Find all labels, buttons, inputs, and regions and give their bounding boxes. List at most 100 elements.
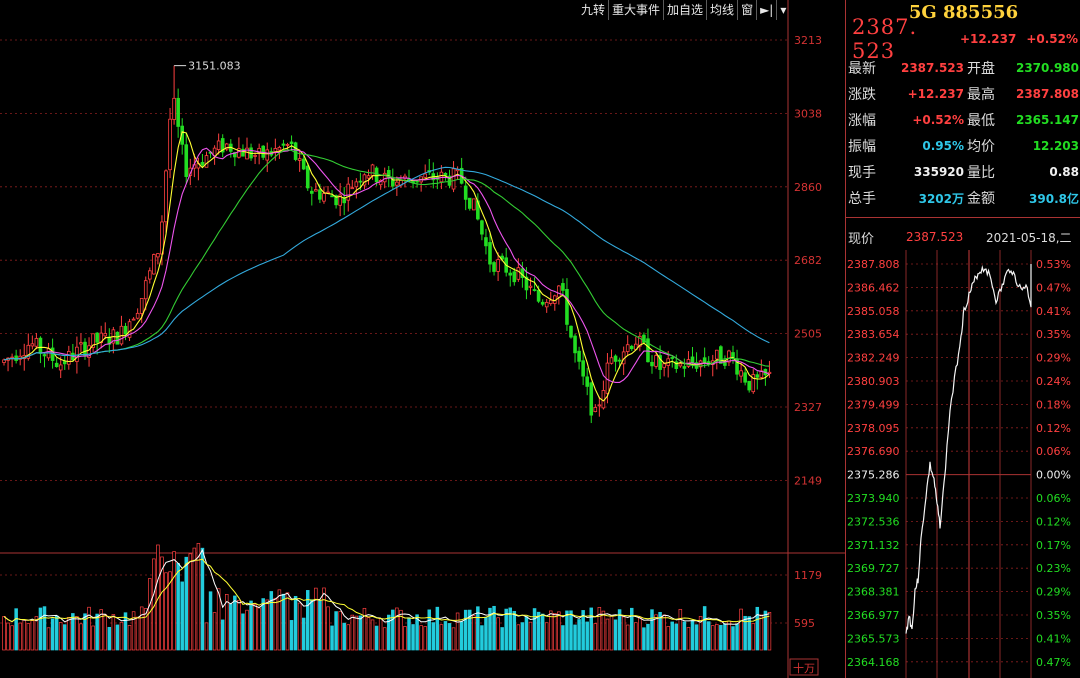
volume-bar bbox=[670, 621, 674, 651]
volume-bar bbox=[87, 606, 91, 651]
volume-bar bbox=[710, 625, 715, 651]
volume-bar bbox=[694, 624, 699, 651]
volume-bar bbox=[103, 614, 107, 651]
candle-body bbox=[224, 143, 229, 150]
intraday-price-label: 2375.286 bbox=[847, 469, 900, 482]
volume-bar bbox=[609, 615, 614, 651]
intraday-pct-label: 0.23% bbox=[1036, 562, 1071, 575]
candle-body bbox=[285, 144, 290, 146]
volume-bar bbox=[322, 587, 326, 651]
intraday-price-label: 2380.903 bbox=[847, 375, 900, 388]
intraday-pct-label: 0.00% bbox=[1036, 469, 1071, 482]
volume-bar bbox=[403, 626, 407, 651]
candle-body bbox=[557, 285, 561, 298]
candle-body bbox=[561, 283, 565, 291]
price-change: +12.237 bbox=[959, 32, 1017, 46]
candle-body bbox=[293, 142, 298, 160]
candle-body bbox=[338, 194, 342, 206]
volume-bar bbox=[111, 614, 116, 651]
volume-bar bbox=[605, 618, 610, 651]
candle-body bbox=[508, 272, 513, 276]
intraday-pct-label: 0.29% bbox=[1036, 586, 1071, 599]
dropdown-arrow-icon[interactable]: ▾ bbox=[776, 0, 789, 20]
price-axis-label: 3038 bbox=[794, 107, 822, 120]
intraday-chart[interactable]: 2387.808 0.53% 2386.462 0.47% 2385.058 0.41% 2… bbox=[846, 250, 1080, 678]
volume-bar bbox=[577, 619, 581, 651]
moving-average-button[interactable]: 均线 bbox=[706, 0, 737, 20]
intraday-pct-label: 0.29% bbox=[1036, 352, 1071, 365]
major-events-button[interactable]: 重大事件 bbox=[608, 0, 663, 20]
candle-body bbox=[423, 173, 427, 178]
volume-bar bbox=[281, 593, 286, 651]
quote-value: 12.203 bbox=[1032, 139, 1079, 153]
candle-body bbox=[569, 325, 573, 338]
jiuzhuan-button[interactable]: 九转 bbox=[581, 3, 606, 17]
volume-bar bbox=[370, 619, 375, 651]
volume-bar bbox=[233, 595, 237, 651]
candle-body bbox=[131, 318, 136, 321]
candle-body bbox=[463, 185, 468, 200]
volume-bar bbox=[382, 627, 387, 651]
candle-body bbox=[443, 172, 448, 176]
candle-body bbox=[123, 325, 128, 335]
quote-value: 0.88 bbox=[1049, 165, 1079, 179]
volume-bar bbox=[160, 556, 164, 651]
volume-bar bbox=[38, 607, 43, 651]
candle-body bbox=[374, 167, 379, 183]
quote-value: 2365.147 bbox=[1015, 113, 1079, 127]
candle-body bbox=[370, 164, 375, 176]
window-button[interactable]: 窗 bbox=[737, 0, 756, 20]
volume-bar bbox=[387, 614, 391, 651]
candle-body bbox=[26, 344, 31, 359]
volume-bar bbox=[350, 614, 355, 651]
ma10-line bbox=[3, 147, 770, 383]
volume-bar bbox=[216, 588, 221, 651]
volume-bar bbox=[512, 610, 517, 651]
volume-bar bbox=[476, 606, 480, 651]
volume-bar bbox=[706, 621, 711, 651]
volume-bar bbox=[524, 616, 529, 651]
volume-bar bbox=[544, 622, 549, 651]
volume-bar bbox=[638, 616, 642, 651]
volume-bar bbox=[79, 623, 83, 651]
volume-bar bbox=[395, 607, 399, 651]
volume-bar bbox=[682, 621, 687, 651]
candle-body bbox=[480, 220, 484, 235]
volume-bar bbox=[374, 625, 379, 651]
candle-body bbox=[318, 189, 322, 200]
kline-chart[interactable]: 3213 3038 2860 2682 2505 2327 2149 1179 595 十万 315… bbox=[0, 0, 845, 678]
divider bbox=[846, 217, 1080, 218]
quote-row: 涨幅 +0.52% 最低 2365.147 bbox=[846, 107, 1080, 133]
ma20-line bbox=[3, 149, 770, 367]
volume-bar bbox=[658, 611, 662, 651]
candle-body bbox=[346, 183, 351, 201]
candle-body bbox=[212, 147, 217, 157]
volume-bar bbox=[354, 615, 359, 651]
volume-bar bbox=[674, 623, 679, 651]
add-watchlist-button[interactable]: 加自选 bbox=[663, 0, 706, 20]
pin-right-icon[interactable]: ►| bbox=[756, 0, 776, 20]
volume-bar bbox=[411, 624, 415, 651]
volume-bar bbox=[715, 624, 719, 651]
candle-body bbox=[690, 356, 695, 364]
volume-bar bbox=[2, 616, 6, 651]
candle-body bbox=[156, 253, 160, 258]
candle-body bbox=[42, 354, 47, 357]
volume-bar bbox=[662, 614, 666, 651]
intraday-pct-label: 0.12% bbox=[1036, 515, 1071, 528]
now-price-value: 2387.523 bbox=[906, 230, 964, 244]
candle-body bbox=[382, 172, 387, 183]
intraday-pct-label: 0.35% bbox=[1036, 328, 1071, 341]
candle-body bbox=[50, 347, 55, 361]
candle-body bbox=[297, 158, 302, 161]
candle-body bbox=[245, 147, 249, 160]
volume-bar bbox=[500, 627, 504, 651]
candle-body bbox=[75, 346, 79, 362]
volume-bar bbox=[443, 621, 448, 651]
intraday-pct-label: 0.53% bbox=[1036, 258, 1071, 271]
volume-bar bbox=[739, 608, 743, 651]
candle-body bbox=[488, 242, 492, 265]
quote-value: 2387.808 bbox=[1015, 87, 1079, 101]
candle-body bbox=[366, 175, 371, 179]
intraday-pct-label: 0.41% bbox=[1036, 632, 1071, 645]
